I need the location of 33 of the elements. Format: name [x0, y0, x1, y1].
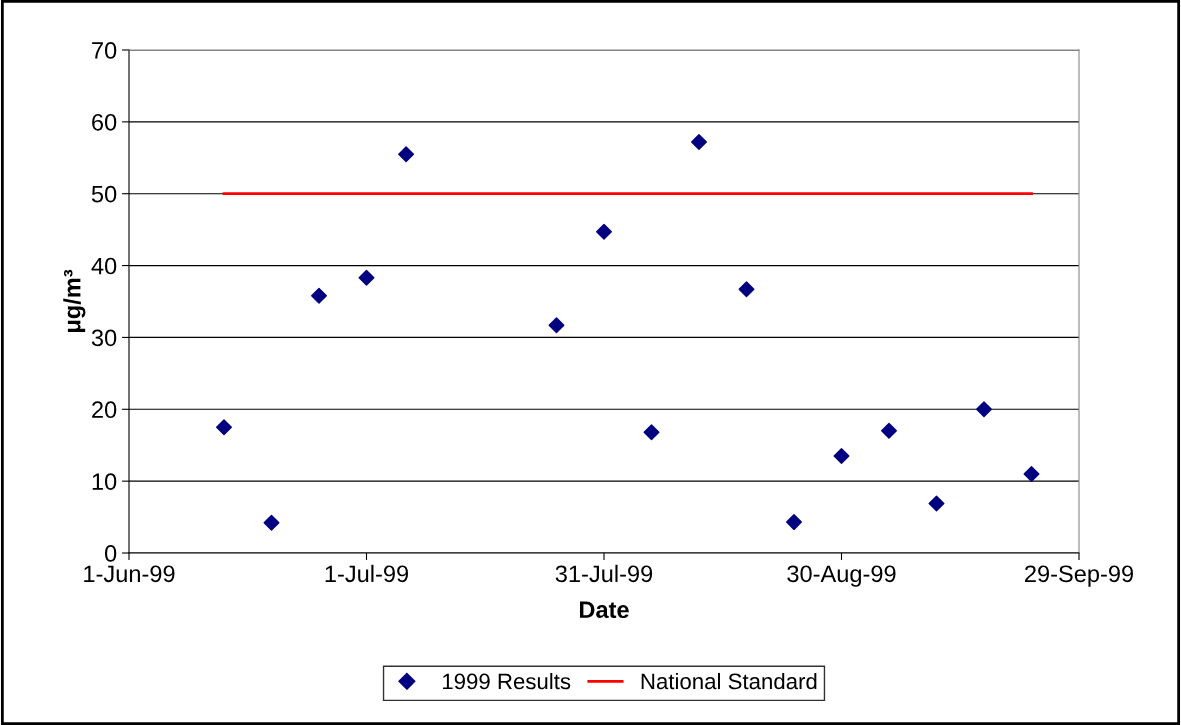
- point: [596, 223, 612, 240]
- legend-label: National Standard: [641, 672, 817, 690]
- x-axis-title: Date: [579, 601, 629, 619]
- point: [263, 514, 280, 531]
- x-tick-label: 1-Jul-99: [325, 564, 409, 583]
- point: [358, 269, 375, 286]
- point: [548, 317, 565, 334]
- point: [691, 133, 707, 150]
- point: [398, 146, 415, 163]
- point: [643, 424, 660, 441]
- point: [833, 448, 850, 464]
- y-tick-label: 30: [91, 329, 117, 347]
- point: [976, 401, 992, 418]
- point: [786, 514, 802, 531]
- y-tick-label: 70: [92, 42, 117, 59]
- x-tick-label: 29-Sep-99: [1025, 565, 1134, 587]
- point: [738, 281, 755, 298]
- y-axis-title: μg/m³: [63, 269, 86, 332]
- x-tick-label: 31-Jul-99: [555, 564, 653, 583]
- y-tick-label: 60: [92, 113, 117, 131]
- y-tick-label: 50: [91, 185, 117, 203]
- y-tick-label: 0: [104, 545, 117, 562]
- point: [928, 495, 945, 512]
- y-tick-label: 40: [91, 257, 117, 275]
- y-tick-label: 20: [92, 401, 117, 419]
- point: [881, 422, 897, 439]
- point: [311, 287, 327, 304]
- x-tick-label: 30-Aug-99: [787, 565, 896, 587]
- point: [1023, 465, 1040, 482]
- x-tick-label: 1-Jun-99: [84, 565, 175, 583]
- point: [216, 419, 232, 436]
- legend-label: 1999 Results: [443, 672, 571, 690]
- y-tick-label: 10: [92, 473, 117, 490]
